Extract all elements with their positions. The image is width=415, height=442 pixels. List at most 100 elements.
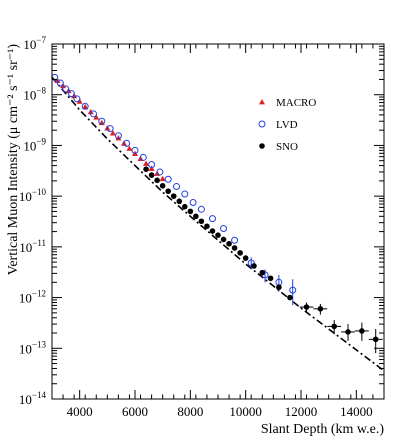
y-tick-label: 10−11 bbox=[19, 238, 46, 255]
sno-point bbox=[159, 182, 166, 189]
lvd-point bbox=[148, 161, 156, 169]
y-tick-exponent: −7 bbox=[36, 35, 46, 45]
sno-point bbox=[331, 323, 338, 330]
macro-point bbox=[126, 145, 133, 151]
y-tick-label: 10−12 bbox=[19, 289, 46, 306]
sno-point bbox=[209, 228, 216, 234]
sno-point bbox=[242, 255, 249, 261]
sno-point bbox=[267, 275, 274, 282]
lvd-point bbox=[123, 139, 131, 147]
lvd-point bbox=[231, 236, 239, 244]
sno-point bbox=[276, 284, 282, 291]
y-tick-mantissa: 10 bbox=[19, 189, 32, 204]
macro-point bbox=[159, 175, 166, 182]
sno-point bbox=[359, 328, 365, 334]
sno-point bbox=[204, 223, 210, 230]
y-tick-label: 10−13 bbox=[19, 339, 47, 356]
sno-point bbox=[187, 208, 194, 215]
y-tick-mantissa: 10 bbox=[23, 138, 36, 153]
lvd-point bbox=[114, 132, 122, 140]
y-tick-label: 10−14 bbox=[19, 390, 47, 407]
x-axis-title: Slant Depth (km w.e.) bbox=[261, 422, 384, 437]
x-tick-label: 14000 bbox=[340, 404, 373, 419]
y-tick-exponent: −10 bbox=[32, 187, 47, 197]
sno-point bbox=[165, 188, 171, 195]
macro-point bbox=[143, 160, 150, 166]
y-tick-label: 10−8 bbox=[23, 86, 46, 103]
macro-point bbox=[82, 103, 89, 110]
legend: MACRO LVD SNO bbox=[258, 97, 316, 153]
lvd-point bbox=[131, 146, 139, 154]
lvd-point bbox=[189, 198, 197, 206]
sno-point bbox=[148, 172, 155, 178]
y-tick-mantissa: 10 bbox=[19, 291, 32, 306]
y-tick-mantissa: 10 bbox=[19, 392, 32, 407]
sno-point bbox=[303, 304, 310, 310]
sno-point bbox=[143, 166, 149, 172]
sno-point bbox=[170, 193, 177, 199]
macro-point bbox=[109, 130, 116, 136]
lvd-point bbox=[62, 85, 70, 93]
y-tick-exponent: −11 bbox=[32, 238, 46, 248]
x-tick-label: 8000 bbox=[177, 404, 203, 419]
y-axis-title: Vertical Muon Intensity (μ cm⁻² s⁻¹ sr⁻¹… bbox=[6, 44, 21, 276]
sno-point bbox=[317, 306, 324, 312]
lvd-point bbox=[208, 215, 216, 223]
lvd-point bbox=[81, 102, 89, 110]
legend-marker-lvd bbox=[258, 120, 266, 128]
x-tick-label: 6000 bbox=[122, 404, 148, 419]
sno-point bbox=[215, 232, 221, 238]
lvd-point bbox=[98, 117, 106, 125]
sno-point bbox=[198, 218, 205, 225]
sno-point bbox=[226, 240, 232, 247]
y-tick-mantissa: 10 bbox=[19, 341, 32, 356]
legend-label-lvd: LVD bbox=[276, 119, 298, 131]
lvd-point bbox=[164, 175, 172, 183]
lvd-point bbox=[56, 79, 64, 87]
sno-point bbox=[372, 336, 379, 343]
lvd-point bbox=[156, 168, 164, 176]
macro-point bbox=[76, 98, 83, 104]
legend-marker-macro bbox=[259, 99, 265, 105]
legend-label-macro: MACRO bbox=[276, 97, 316, 109]
legend-label-sno: SNO bbox=[276, 141, 298, 153]
lvd-point bbox=[73, 95, 81, 103]
lvd-point bbox=[289, 286, 297, 294]
sno-point bbox=[193, 213, 199, 220]
lvd-point bbox=[197, 205, 205, 213]
y-tick-exponent: −9 bbox=[36, 136, 46, 146]
legend-marker-sno bbox=[259, 143, 265, 149]
y-tick-label: 10−9 bbox=[23, 136, 46, 153]
sno-point bbox=[154, 177, 160, 184]
macro-point bbox=[54, 77, 61, 83]
y-tick-exponent: −8 bbox=[36, 86, 46, 96]
macro-point bbox=[115, 135, 122, 141]
y-tick-exponent: −14 bbox=[32, 390, 47, 400]
sno-point bbox=[251, 263, 257, 269]
y-tick-label: 10−7 bbox=[23, 35, 46, 52]
macro-point bbox=[93, 114, 100, 120]
y-tick-label: 10−10 bbox=[19, 187, 47, 204]
sno-point bbox=[345, 329, 351, 335]
lvd-point bbox=[90, 110, 97, 118]
sno-point bbox=[237, 250, 243, 256]
axes-layer: 4000 6000 8000 10000 12000 1400010−1410−1310−… bbox=[19, 35, 385, 419]
y-tick-mantissa: 10 bbox=[19, 240, 32, 255]
macro-point bbox=[87, 108, 94, 115]
y-tick-exponent: −12 bbox=[32, 289, 46, 299]
sno-point bbox=[259, 269, 266, 276]
x-tick-label: 10000 bbox=[229, 404, 262, 419]
sno-point bbox=[176, 198, 183, 205]
sno-point bbox=[287, 294, 293, 301]
y-tick-mantissa: 10 bbox=[23, 88, 36, 103]
lvd-point bbox=[220, 225, 228, 233]
lvd-point bbox=[173, 182, 180, 190]
lvd-point bbox=[181, 190, 189, 198]
plot-frame bbox=[51, 43, 385, 400]
x-tick-label: 4000 bbox=[67, 404, 93, 419]
x-tick-label: 12000 bbox=[285, 404, 318, 419]
sno-point bbox=[220, 236, 227, 243]
y-tick-mantissa: 10 bbox=[23, 37, 36, 52]
sno-point bbox=[231, 245, 238, 251]
